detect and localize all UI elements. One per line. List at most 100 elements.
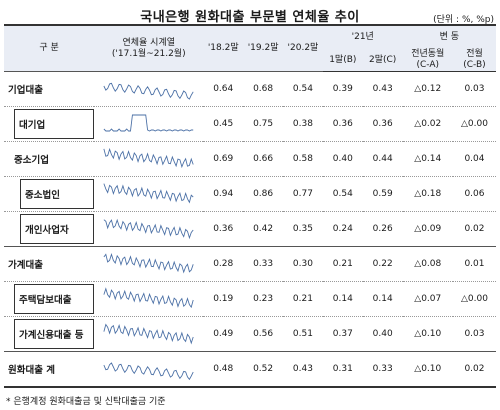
value-cell-b: 0.24 <box>322 211 363 247</box>
value-cell-v18: 0.49 <box>203 316 244 352</box>
sparkline-path <box>103 147 194 169</box>
sparkline <box>103 323 194 345</box>
header-y18: '18.2말 <box>203 24 244 72</box>
table-row: 원화대출 계 0.48 0.52 0.43 0.31 0.33 △0.10 0.02 <box>4 351 496 388</box>
sparkline <box>103 218 194 240</box>
value-cell-v19: 0.42 <box>243 211 284 247</box>
value-cell-mom: △0.00 <box>452 106 496 142</box>
value-cell-v20: 0.58 <box>283 141 323 177</box>
value-cell-v19: 0.86 <box>243 176 284 212</box>
value-cell-b: 0.54 <box>322 176 363 212</box>
value-cell-mom: 0.01 <box>452 246 496 282</box>
sparkline-path <box>103 183 194 204</box>
value-cell-yoy: △0.10 <box>402 316 453 352</box>
header-y21: '21년 <box>322 24 403 49</box>
value-cell-mom: 0.02 <box>452 351 496 388</box>
row-label: 중소법인 <box>4 176 95 212</box>
sparkline-cell <box>94 141 204 177</box>
value-cell-yoy: △0.08 <box>402 246 453 282</box>
sparkline-cell <box>94 351 204 388</box>
value-cell-c: 0.33 <box>362 351 403 388</box>
table-row: 가계신용대출 등 0.49 0.56 0.51 0.37 0.40 △0.10 0.03 <box>4 316 496 352</box>
value-cell-v18: 0.19 <box>203 281 244 317</box>
value-cell-yoy: △0.02 <box>402 106 453 142</box>
value-cell-v19: 0.33 <box>243 246 284 282</box>
row-label: 대기업 <box>4 106 95 142</box>
value-cell-b: 0.14 <box>322 281 363 317</box>
value-cell-c: 0.26 <box>362 211 403 247</box>
row-label: 주택담보대출 <box>4 281 95 317</box>
value-cell-v18: 0.36 <box>203 211 244 247</box>
header-m2: 2말(C) <box>362 49 403 72</box>
value-cell-v18: 0.94 <box>203 176 244 212</box>
value-cell-yoy: △0.09 <box>402 211 453 247</box>
value-cell-c: 0.22 <box>362 246 403 282</box>
value-cell-b: 0.39 <box>322 71 363 107</box>
table-row: 중소법인 0.94 0.86 0.77 0.54 0.59 △0.18 0.06 <box>4 176 496 212</box>
value-cell-v19: 0.23 <box>243 281 284 317</box>
unit-label: (단위 : %, %p) <box>433 15 494 25</box>
header-yoy: 전년동월 (C-A) <box>402 49 453 72</box>
header-m1: 1말(B) <box>322 49 363 72</box>
sparkline-cell <box>94 281 204 317</box>
row-label: 가계대출 <box>4 246 95 282</box>
sparkline-path <box>103 252 194 274</box>
table-row: 중소기업 0.69 0.66 0.58 0.40 0.44 △0.14 0.04 <box>4 141 496 177</box>
table-row: 가계대출 0.28 0.33 0.30 0.21 0.22 △0.08 0.01 <box>4 246 496 282</box>
value-cell-v19: 0.52 <box>243 351 284 388</box>
value-cell-v20: 0.54 <box>283 71 323 107</box>
header-series: 연체율 시계열 ('17.1월~21.2월) <box>94 24 204 72</box>
row-label: 개인사업자 <box>4 211 95 247</box>
value-cell-c: 0.14 <box>362 281 403 317</box>
value-cell-yoy: △0.14 <box>402 141 453 177</box>
sparkline-cell <box>94 211 204 247</box>
value-cell-yoy: △0.12 <box>402 71 453 107</box>
sparkline-cell <box>94 246 204 282</box>
sparkline <box>103 362 194 380</box>
value-cell-b: 0.31 <box>322 351 363 388</box>
table-row: 대기업 0.45 0.75 0.38 0.36 0.36 △0.02 △0.00 <box>4 106 496 142</box>
value-cell-v18: 0.69 <box>203 141 244 177</box>
sparkline-path <box>103 362 194 380</box>
value-cell-v20: 0.51 <box>283 316 323 352</box>
value-cell-v18: 0.64 <box>203 71 244 107</box>
value-cell-v18: 0.45 <box>203 106 244 142</box>
sparkline <box>103 114 194 132</box>
value-cell-b: 0.36 <box>322 106 363 142</box>
value-cell-b: 0.37 <box>322 316 363 352</box>
table-row: 기업대출 0.64 0.68 0.54 0.39 0.43 △0.12 0.03 <box>4 71 496 107</box>
sparkline <box>103 252 194 274</box>
value-cell-mom: 0.03 <box>452 316 496 352</box>
sparkline <box>103 82 194 100</box>
header-mom: 전월 (C-B) <box>452 49 496 72</box>
sparkline-path <box>103 287 194 309</box>
table-row: 개인사업자 0.36 0.42 0.35 0.24 0.26 △0.09 0.02 <box>4 211 496 247</box>
value-cell-v19: 0.75 <box>243 106 284 142</box>
table-row: 주택담보대출 0.19 0.23 0.21 0.14 0.14 △0.07 △0.00 <box>4 281 496 317</box>
value-cell-c: 0.44 <box>362 141 403 177</box>
value-cell-yoy: △0.18 <box>402 176 453 212</box>
value-cell-mom: △0.00 <box>452 281 496 317</box>
value-cell-c: 0.43 <box>362 71 403 107</box>
value-cell-yoy: △0.10 <box>402 351 453 388</box>
sparkline-path <box>103 114 194 132</box>
sparkline <box>103 147 194 169</box>
value-cell-mom: 0.02 <box>452 211 496 247</box>
sparkline <box>103 287 194 309</box>
value-cell-v19: 0.66 <box>243 141 284 177</box>
header-change: 변 동 <box>402 24 496 49</box>
footnote: * 은행계정 원화대출금 및 신탁대출금 기준 <box>6 397 166 407</box>
sparkline-path <box>103 82 194 100</box>
value-cell-v20: 0.43 <box>283 351 323 388</box>
row-label: 가계신용대출 등 <box>4 316 95 352</box>
value-cell-b: 0.21 <box>322 246 363 282</box>
value-cell-b: 0.40 <box>322 141 363 177</box>
value-cell-c: 0.36 <box>362 106 403 142</box>
value-cell-mom: 0.03 <box>452 71 496 107</box>
value-cell-c: 0.40 <box>362 316 403 352</box>
sparkline-path <box>103 218 194 240</box>
value-cell-c: 0.59 <box>362 176 403 212</box>
value-cell-mom: 0.04 <box>452 141 496 177</box>
sparkline <box>103 183 194 204</box>
value-cell-v20: 0.35 <box>283 211 323 247</box>
